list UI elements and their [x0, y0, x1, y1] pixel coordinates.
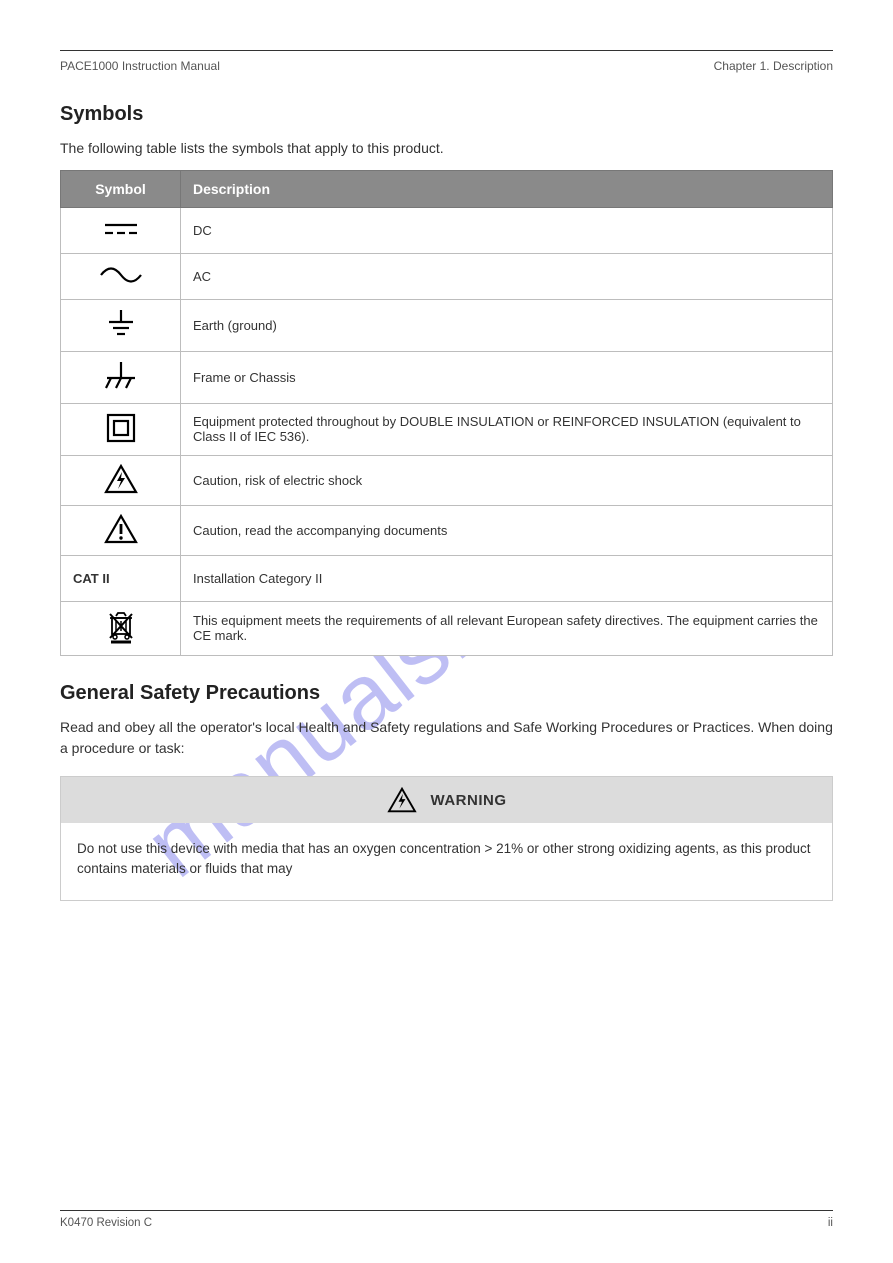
footer-rule [60, 1210, 833, 1211]
weee-icon [61, 601, 181, 655]
header-manual-title: PACE1000 Instruction Manual [60, 59, 220, 73]
table-row: Earth (ground) [61, 299, 833, 351]
ac-description: AC [181, 253, 833, 299]
weee-description: This equipment meets the requirements of… [181, 601, 833, 655]
symbols-table: Symbol Description DC [60, 170, 833, 656]
dc-description: DC [181, 207, 833, 253]
th-symbol: Symbol [61, 170, 181, 207]
warning-label: WARNING [431, 792, 507, 809]
table-row: DC [61, 207, 833, 253]
table-row: AC [61, 253, 833, 299]
warning-box: WARNING Do not use this device with medi… [60, 776, 833, 901]
footer-page-number: ii [828, 1217, 833, 1229]
dc-symbol-icon [61, 207, 181, 253]
frame-chassis-icon [61, 351, 181, 403]
electric-shock-icon [61, 455, 181, 505]
table-row: Equipment protected throughout by DOUBLE… [61, 403, 833, 455]
caution-icon [61, 505, 181, 555]
earth-ground-icon [61, 299, 181, 351]
page-header: PACE1000 Instruction Manual Chapter 1. D… [60, 59, 833, 73]
header-chapter: Chapter 1. Description [714, 59, 833, 73]
symbols-intro: The following table lists the symbols th… [60, 138, 833, 160]
th-description: Description [181, 170, 833, 207]
caution-description: Caution, read the accompanying documents [181, 505, 833, 555]
general-section-title: General Safety Precautions [60, 682, 833, 705]
header-rule [60, 50, 833, 51]
warning-header: WARNING [61, 777, 832, 823]
footer-revision: K0470 Revision C [60, 1217, 152, 1229]
cat2-description: Installation Category II [181, 555, 833, 601]
page-footer: K0470 Revision C ii [60, 1210, 833, 1229]
table-row: Caution, risk of electric shock [61, 455, 833, 505]
warning-shock-icon [387, 787, 417, 813]
double-insulation-icon [61, 403, 181, 455]
table-row: Frame or Chassis [61, 351, 833, 403]
shock-description: Caution, risk of electric shock [181, 455, 833, 505]
table-row: This equipment meets the requirements of… [61, 601, 833, 655]
general-intro: Read and obey all the operator's local H… [60, 717, 833, 760]
earth-description: Earth (ground) [181, 299, 833, 351]
warning-body-text: Do not use this device with media that h… [61, 823, 832, 900]
table-row: CAT II Installation Category II [61, 555, 833, 601]
table-row: Caution, read the accompanying documents [61, 505, 833, 555]
class2-description: Equipment protected throughout by DOUBLE… [181, 403, 833, 455]
cat2-label: CAT II [61, 555, 181, 601]
ac-symbol-icon [61, 253, 181, 299]
frame-description: Frame or Chassis [181, 351, 833, 403]
symbols-section-title: Symbols [60, 103, 833, 126]
page-content: PACE1000 Instruction Manual Chapter 1. D… [0, 0, 893, 931]
